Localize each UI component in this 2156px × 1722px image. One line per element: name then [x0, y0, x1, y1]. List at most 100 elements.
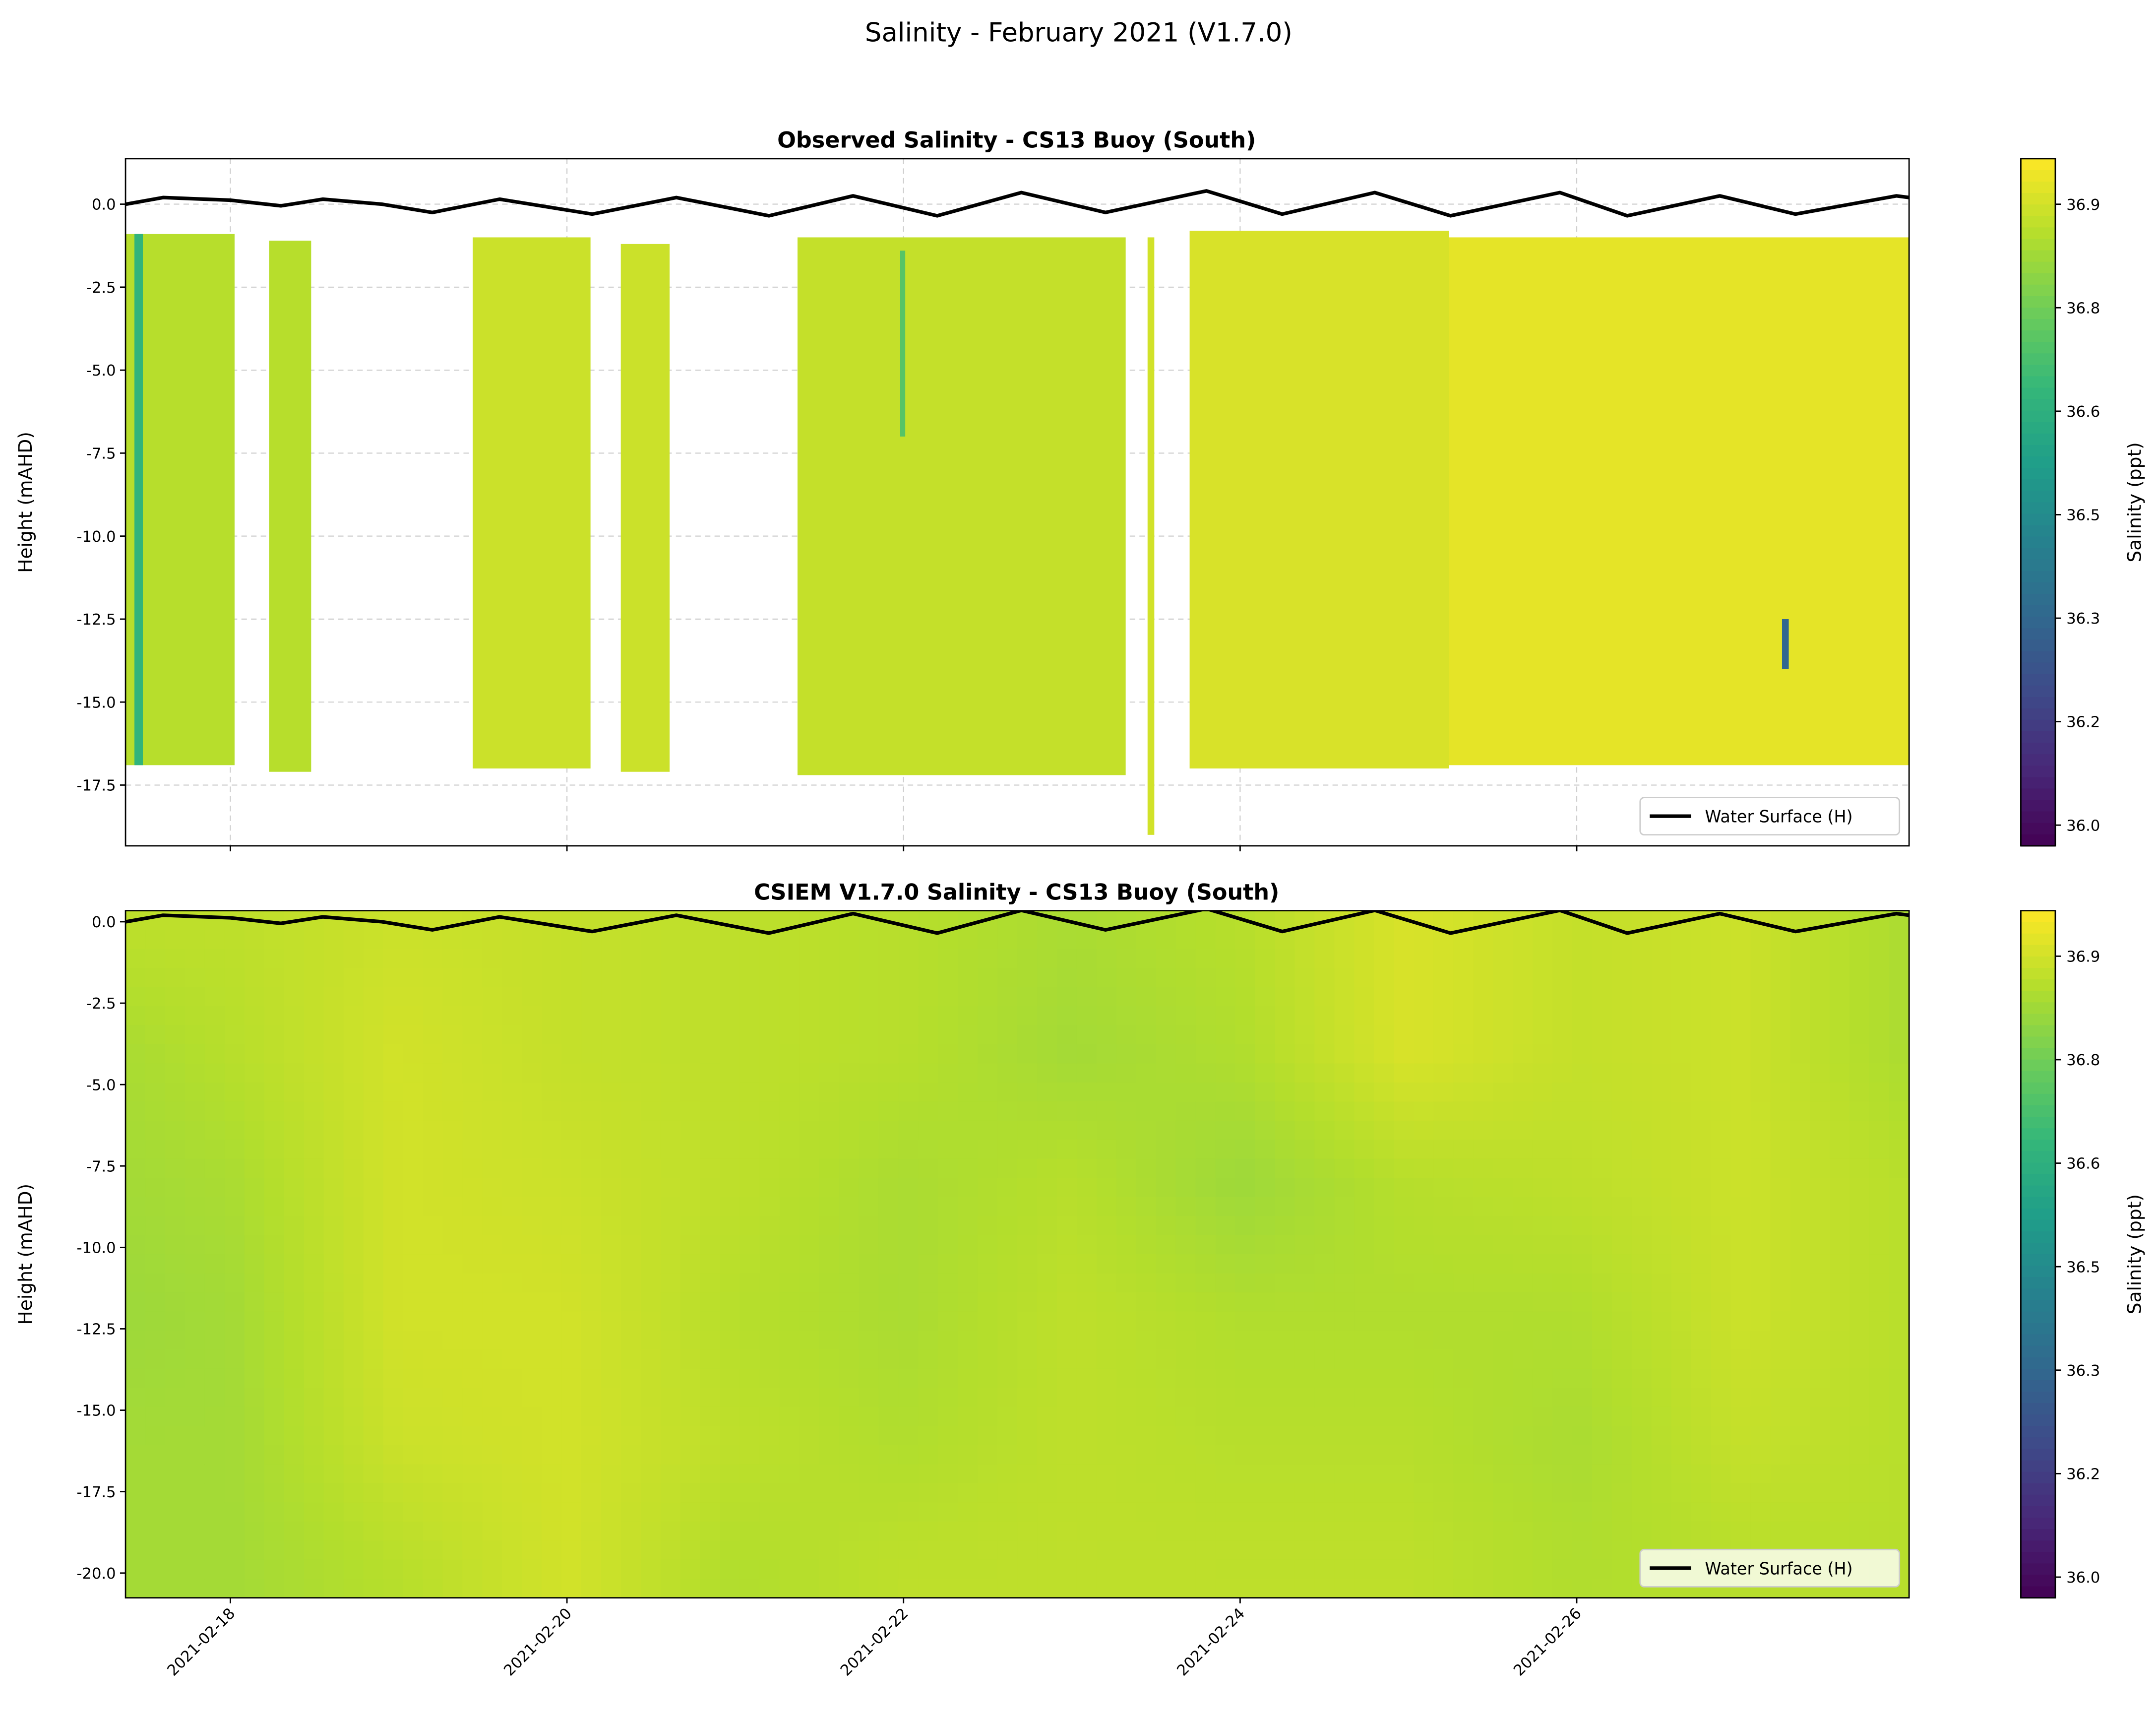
model-cell: [383, 1483, 404, 1503]
model-cell: [1493, 1254, 1514, 1275]
model-cell: [145, 1464, 166, 1484]
model-cell: [1711, 1025, 1732, 1045]
model-cell: [1770, 1235, 1791, 1255]
model-cell: [601, 1540, 622, 1561]
model-cell: [264, 1388, 285, 1408]
model-cell: [1493, 1178, 1514, 1198]
model-cell: [1730, 1273, 1752, 1293]
model-cell: [898, 930, 920, 950]
model-cell: [779, 949, 801, 969]
model-cell: [1810, 1158, 1831, 1179]
model-cell: [620, 1082, 642, 1103]
model-cell: [1592, 1082, 1613, 1103]
model-cell: [1314, 1502, 1336, 1523]
model-cell: [1830, 1197, 1850, 1217]
model-cell: [1156, 1140, 1177, 1160]
model-cell: [363, 1464, 384, 1484]
colorbar-segment: [2021, 1231, 2055, 1244]
model-cell: [1830, 1521, 1850, 1541]
model-cell: [542, 968, 562, 988]
model-cell: [561, 949, 582, 969]
model-cell: [1493, 1426, 1514, 1446]
model-cell: [542, 1368, 562, 1389]
model-cell: [799, 1158, 820, 1179]
model-cell: [978, 1331, 998, 1351]
model-cell: [581, 1349, 602, 1370]
model-cell: [620, 1292, 642, 1313]
model-cell: [1275, 1140, 1296, 1160]
model-cell: [1473, 1082, 1494, 1103]
model-cell: [1730, 1521, 1752, 1541]
model-cell: [383, 949, 404, 969]
model-cell: [1552, 1368, 1573, 1389]
model-cell: [997, 1235, 1018, 1255]
model-cell: [898, 1025, 920, 1045]
model-cell: [1433, 1483, 1454, 1503]
model-cell: [1037, 949, 1058, 969]
model-cell: [1493, 1368, 1514, 1389]
model-cell: [1869, 1311, 1890, 1332]
model-cell: [819, 1521, 840, 1541]
colorbar-segment: [2021, 1392, 2055, 1404]
model-cell: [1235, 930, 1256, 950]
colorbar-segment: [2021, 445, 2055, 457]
model-cell: [978, 1082, 998, 1103]
model-cell: [1195, 1006, 1217, 1026]
model-cell: [423, 1464, 444, 1484]
model-cell: [482, 1311, 503, 1332]
model-cell: [1750, 1044, 1772, 1065]
model-cell: [640, 1158, 662, 1179]
model-cell: [1255, 930, 1276, 950]
model-cell: [918, 1120, 939, 1141]
model-cell: [1572, 1292, 1593, 1313]
model-cell: [403, 1101, 424, 1122]
model-cell: [343, 1406, 365, 1427]
model-cell: [1255, 1158, 1276, 1179]
model-cell: [1175, 1158, 1197, 1179]
model-cell: [1750, 1120, 1772, 1141]
model-cell: [779, 1178, 801, 1198]
model-cell: [244, 1216, 265, 1236]
model-cell: [640, 1521, 662, 1541]
model-cell: [918, 1502, 939, 1523]
model-cell: [423, 1349, 444, 1370]
model-cell: [660, 1082, 681, 1103]
model-cell: [1275, 1082, 1296, 1103]
model-cell: [680, 1540, 701, 1561]
model-cell: [1175, 1292, 1197, 1313]
model-cell: [1255, 1521, 1276, 1541]
model-cell: [1017, 1063, 1038, 1084]
model-cell: [304, 1388, 325, 1408]
model-cell: [561, 930, 582, 950]
model-cell: [1255, 1464, 1276, 1484]
model-cell: [1691, 1101, 1712, 1122]
model-cell: [522, 1406, 543, 1427]
model-cell: [938, 1158, 959, 1179]
model-cell: [819, 949, 840, 969]
model-cell: [1195, 1559, 1217, 1580]
model-cell: [601, 1559, 622, 1580]
model-cell: [1473, 1178, 1494, 1198]
plot-area: [125, 910, 1910, 1598]
model-cell: [1611, 1331, 1633, 1351]
model-cell: [1513, 968, 1534, 988]
model-cell: [759, 1579, 781, 1598]
model-cell: [284, 1502, 305, 1523]
model-cell: [1513, 1025, 1534, 1045]
model-cell: [1493, 1197, 1514, 1217]
model-cell: [1156, 1063, 1177, 1084]
model-cell: [383, 1445, 404, 1466]
model-cell: [1552, 1388, 1573, 1408]
model-cell: [363, 1579, 384, 1598]
model-cell: [1572, 1349, 1593, 1370]
model-cell: [204, 1445, 226, 1466]
model-cell: [799, 1273, 820, 1293]
model-cell: [462, 1349, 483, 1370]
model-cell: [1354, 1197, 1375, 1217]
model-cell: [1433, 1120, 1454, 1141]
model-cell: [482, 1540, 503, 1561]
model-cell: [423, 1331, 444, 1351]
model-cell: [898, 1063, 920, 1084]
model-cell: [1433, 1082, 1454, 1103]
model-cell: [165, 1120, 186, 1141]
